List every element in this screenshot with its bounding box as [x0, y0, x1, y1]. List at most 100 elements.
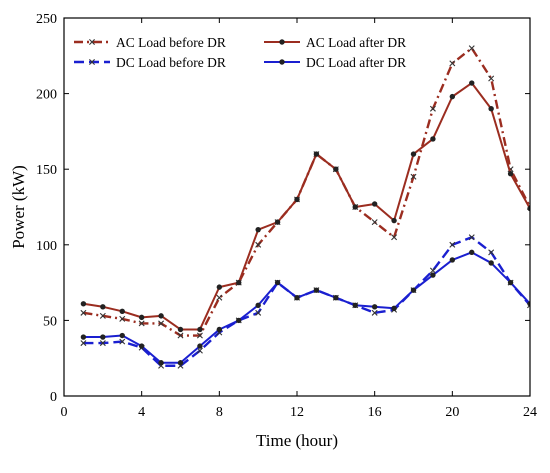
- data-point-0-1: [99, 312, 106, 319]
- data-point-0-16: [391, 234, 398, 241]
- data-point-2-20: [468, 234, 475, 241]
- data-point-3-0: [80, 334, 87, 340]
- data-point-3-5: [177, 360, 184, 366]
- legend-label-0: AC Load before DR: [116, 35, 226, 50]
- legend-marker-2: [89, 59, 95, 65]
- y-tick-label: 150: [36, 163, 57, 178]
- data-point-3-12: [313, 287, 320, 293]
- data-point-3-8: [236, 317, 242, 324]
- x-tick-label: 20: [445, 405, 459, 420]
- data-point-0-19: [449, 60, 456, 67]
- data-point-1-12: [313, 151, 320, 157]
- data-point-0-17: [410, 173, 417, 180]
- legend-entry-0: AC Load before DR: [74, 35, 226, 50]
- data-point-1-22: [507, 171, 514, 177]
- axes-frame: [63, 17, 531, 397]
- data-point-1-7: [216, 284, 223, 290]
- y-tick-label: 100: [36, 239, 57, 254]
- data-point-2-19: [449, 241, 456, 248]
- data-point-0-9: [255, 241, 262, 248]
- data-point-1-13: [333, 166, 339, 172]
- data-point-3-17: [410, 287, 417, 293]
- legend-marker-0: [89, 39, 95, 45]
- data-point-0-4: [158, 320, 165, 327]
- legend-label-1: AC Load after DR: [306, 35, 406, 50]
- data-point-0-2: [119, 315, 126, 322]
- data-point-0-5: [177, 332, 184, 339]
- data-point-3-10: [274, 279, 281, 286]
- data-point-1-20: [469, 80, 475, 86]
- data-point-2-1: [99, 340, 106, 347]
- data-point-3-16: [391, 305, 397, 312]
- legend-entry-2: DC Load before DR: [74, 55, 226, 70]
- x-tick-label: 12: [290, 405, 304, 420]
- axes: 0 4 8 12 16 20 24 0 50 100 150 200 250 Time (hour) Pow…: [9, 12, 537, 450]
- data-point-1-18: [430, 136, 436, 142]
- series-line-0: [83, 47, 530, 337]
- legend-entry-3: DC Load after DR: [264, 55, 406, 70]
- series-3: [80, 249, 530, 366]
- data-point-3-21: [488, 260, 494, 266]
- data-point-0-20: [468, 45, 475, 52]
- legend-marker-3: [279, 59, 285, 65]
- data-point-1-2: [119, 308, 125, 315]
- data-point-0-0: [80, 309, 87, 316]
- y-tick-label: 50: [43, 314, 57, 329]
- legend-label-2: DC Load before DR: [116, 55, 226, 70]
- data-point-3-15: [371, 304, 378, 310]
- data-point-3-11: [294, 295, 300, 301]
- data-point-1-21: [488, 106, 494, 112]
- y-tick-label: 0: [50, 390, 57, 405]
- data-point-2-2: [119, 338, 126, 345]
- legend-marker-1: [279, 39, 285, 45]
- data-point-2-0: [80, 340, 87, 347]
- data-point-3-9: [255, 302, 261, 308]
- data-point-3-6: [197, 343, 203, 349]
- x-tick-label: 24: [523, 405, 537, 420]
- data-point-1-1: [100, 304, 106, 310]
- data-point-3-20: [469, 249, 475, 256]
- data-point-2-15: [371, 309, 378, 316]
- y-axis-label: Power (kW): [9, 165, 28, 249]
- legend-entry-1: AC Load after DR: [264, 35, 406, 50]
- data-point-0-7: [216, 294, 223, 301]
- data-point-3-2: [119, 332, 125, 339]
- data-point-1-19: [449, 93, 456, 100]
- data-point-2-21: [488, 249, 495, 256]
- x-axis-label: Time (hour): [256, 431, 338, 450]
- data-point-1-4: [158, 313, 164, 319]
- data-point-0-18: [429, 105, 436, 112]
- y-tick-label: 200: [36, 88, 57, 103]
- data-point-1-15: [371, 201, 378, 207]
- data-point-3-4: [158, 360, 164, 366]
- data-point-1-3: [138, 314, 145, 321]
- data-point-3-1: [100, 334, 106, 340]
- series-line-1: [83, 82, 530, 331]
- data-point-0-15: [371, 219, 378, 226]
- data-point-2-9: [255, 309, 262, 316]
- data-point-0-3: [138, 320, 145, 327]
- series-1: [80, 80, 530, 333]
- data-point-0-21: [488, 75, 495, 82]
- data-point-1-8: [236, 279, 242, 286]
- data-point-1-9: [255, 226, 261, 233]
- data-point-3-19: [449, 257, 456, 263]
- data-point-1-5: [177, 326, 184, 333]
- data-point-1-14: [352, 204, 358, 210]
- data-point-2-18: [429, 267, 436, 274]
- legend: AC Load before DR AC Load after DR DC Load…: [74, 35, 406, 70]
- x-tick-label: 4: [138, 405, 145, 420]
- series-line-3: [83, 251, 530, 364]
- x-tick-label: 0: [61, 405, 68, 420]
- data-point-1-11: [294, 196, 300, 203]
- data-point-1-6: [197, 326, 203, 333]
- data-point-3-23: [527, 301, 530, 307]
- data-point-1-16: [391, 217, 397, 224]
- data-point-3-18: [430, 272, 436, 278]
- data-point-3-7: [216, 326, 223, 333]
- y-tick-label: 250: [36, 12, 57, 27]
- data-point-3-14: [352, 302, 358, 308]
- data-point-3-22: [507, 279, 514, 286]
